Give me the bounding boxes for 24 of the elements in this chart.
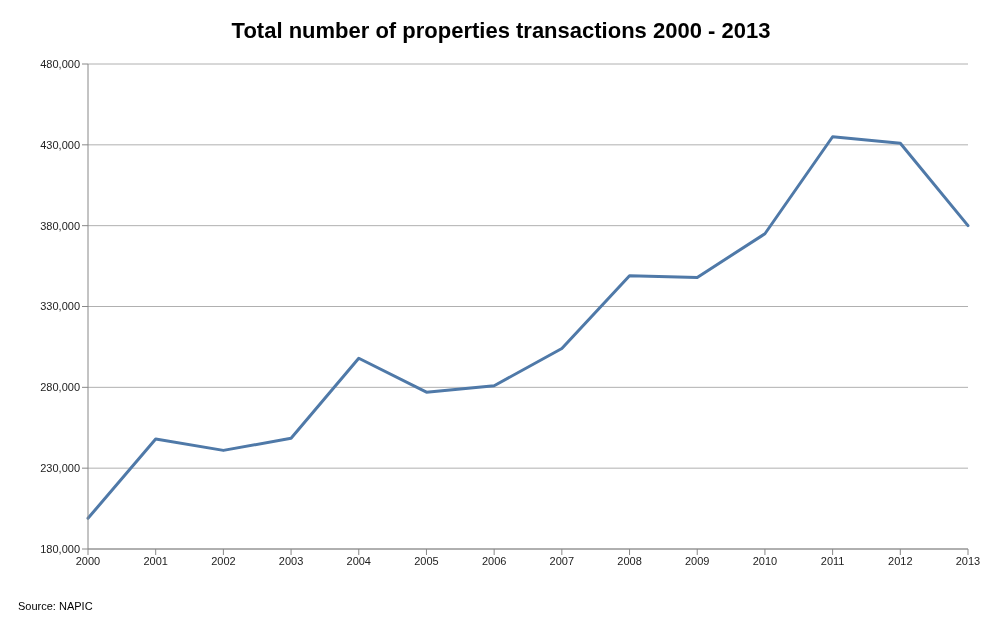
line-series <box>86 135 970 520</box>
chart-title: Total number of properties transactions 2000 - 2013 <box>230 17 772 45</box>
x-tick-label: 2012 <box>888 554 913 567</box>
y-tick-label: 430,000 <box>40 138 80 151</box>
y-tick-label: 380,000 <box>40 219 80 232</box>
source-note: Source: NAPIC <box>18 600 93 612</box>
x-tick-label: 2004 <box>346 554 372 567</box>
y-tick-label: 230,000 <box>40 462 80 475</box>
x-tick-label: 2001 <box>143 554 168 567</box>
y-tick-label: 480,000 <box>40 57 80 70</box>
x-tick-label: 2013 <box>955 554 981 567</box>
y-tick-label: 280,000 <box>40 381 80 394</box>
x-tick-label: 2000 <box>75 554 101 567</box>
x-tick-label: 2003 <box>278 554 304 567</box>
x-tick-label: 2005 <box>414 554 439 567</box>
x-tick-label: 2006 <box>481 554 507 567</box>
x-tick-label: 2009 <box>684 554 710 567</box>
y-tick-label: 330,000 <box>40 300 80 313</box>
y-tick-label: 180,000 <box>40 542 80 555</box>
x-tick-label: 2011 <box>820 554 845 567</box>
x-tick-label: 2007 <box>549 554 575 567</box>
x-tick-label: 2002 <box>211 554 236 567</box>
x-tick-label: 2008 <box>617 554 642 567</box>
x-tick-label: 2010 <box>752 554 778 567</box>
